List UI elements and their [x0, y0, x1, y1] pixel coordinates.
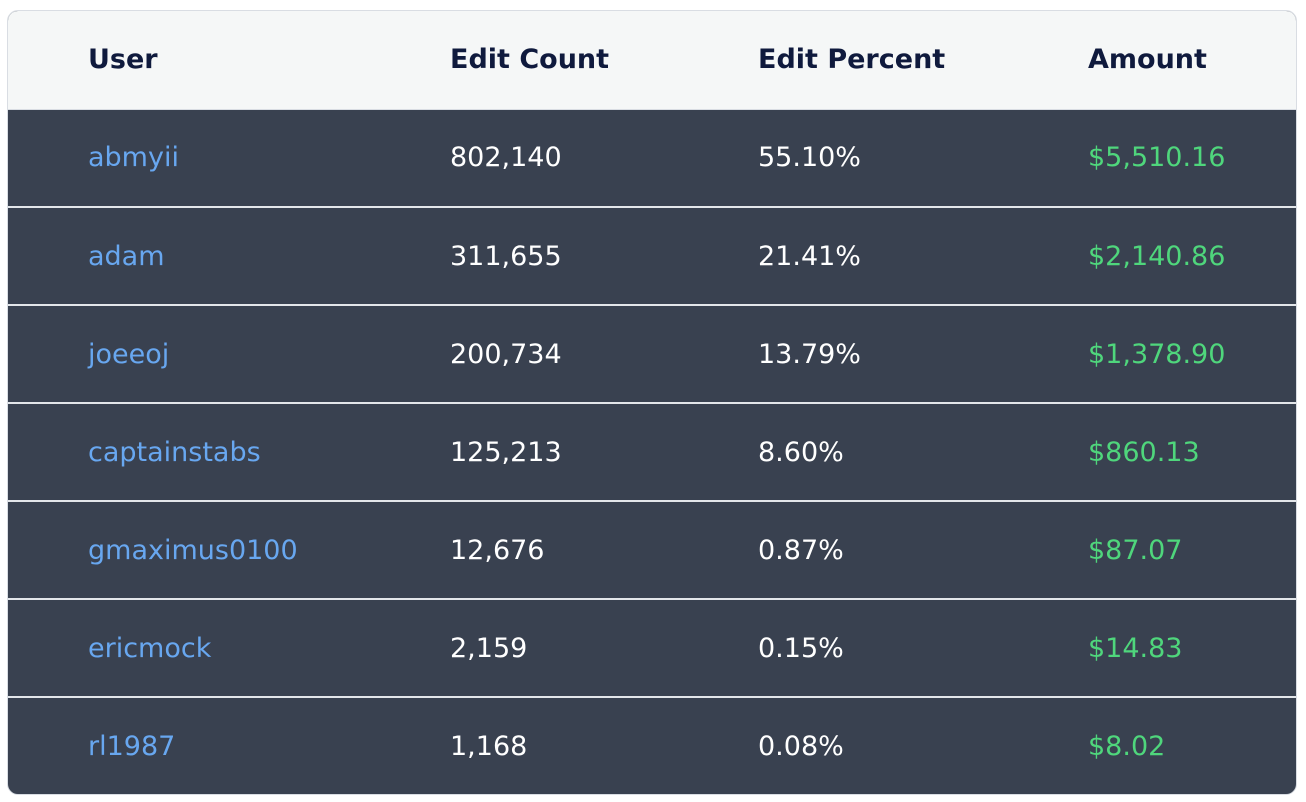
edits-table-card: User Edit Count Edit Percent Amount abmy…	[7, 10, 1297, 795]
edit-count-cell: 802,140	[450, 142, 562, 174]
edit-count-cell: 1,168	[450, 731, 528, 762]
table-row: captainstabs 125,213 8.60% $860.13	[8, 403, 1296, 501]
user-link[interactable]: adam	[88, 240, 165, 272]
edit-percent-cell: 13.79%	[758, 338, 861, 370]
edit-count-cell: 12,676	[450, 534, 545, 566]
column-header-edit-count: Edit Count	[450, 11, 758, 110]
user-link[interactable]: abmyii	[88, 142, 179, 174]
column-header-user: User	[8, 11, 450, 110]
edit-percent-cell: 0.87%	[758, 534, 844, 566]
edit-percent-cell: 8.60%	[758, 436, 844, 468]
amount-cell: $8.02	[1088, 731, 1166, 762]
table-row: joeeoj 200,734 13.79% $1,378.90	[8, 305, 1296, 403]
table-row: ericmock 2,159 0.15% $14.83	[8, 599, 1296, 697]
amount-cell: $87.07	[1088, 534, 1183, 566]
user-link[interactable]: gmaximus0100	[88, 534, 298, 566]
amount-cell: $860.13	[1088, 436, 1200, 468]
amount-cell: $14.83	[1088, 632, 1183, 664]
table-row: adam 311,655 21.41% $2,140.86	[8, 207, 1296, 305]
edit-percent-cell: 55.10%	[758, 142, 861, 174]
table-row: rl1987 1,168 0.08% $8.02	[8, 697, 1296, 794]
column-header-edit-percent: Edit Percent	[758, 11, 1088, 110]
edit-percent-cell: 0.08%	[758, 731, 844, 762]
table-row: abmyii 802,140 55.10% $5,510.16	[8, 109, 1296, 207]
amount-cell: $5,510.16	[1088, 142, 1226, 174]
edit-percent-cell: 21.41%	[758, 240, 861, 272]
edit-count-cell: 125,213	[450, 436, 562, 468]
table-body: abmyii 802,140 55.10% $5,510.16 adam 311…	[8, 109, 1296, 794]
user-link[interactable]: rl1987	[88, 731, 176, 762]
edit-count-cell: 200,734	[450, 338, 562, 370]
edits-table: User Edit Count Edit Percent Amount abmy…	[8, 11, 1296, 794]
header-row: User Edit Count Edit Percent Amount	[8, 11, 1296, 110]
user-link[interactable]: joeeoj	[88, 338, 170, 370]
edit-count-cell: 311,655	[450, 240, 562, 272]
user-link[interactable]: ericmock	[88, 632, 212, 664]
edit-percent-cell: 0.15%	[758, 632, 844, 664]
user-link[interactable]: captainstabs	[88, 436, 261, 468]
table-header: User Edit Count Edit Percent Amount	[8, 11, 1296, 110]
table-row: gmaximus0100 12,676 0.87% $87.07	[8, 501, 1296, 599]
amount-cell: $2,140.86	[1088, 240, 1226, 272]
edit-count-cell: 2,159	[450, 632, 528, 664]
amount-cell: $1,378.90	[1088, 338, 1226, 370]
column-header-amount: Amount	[1088, 11, 1296, 110]
